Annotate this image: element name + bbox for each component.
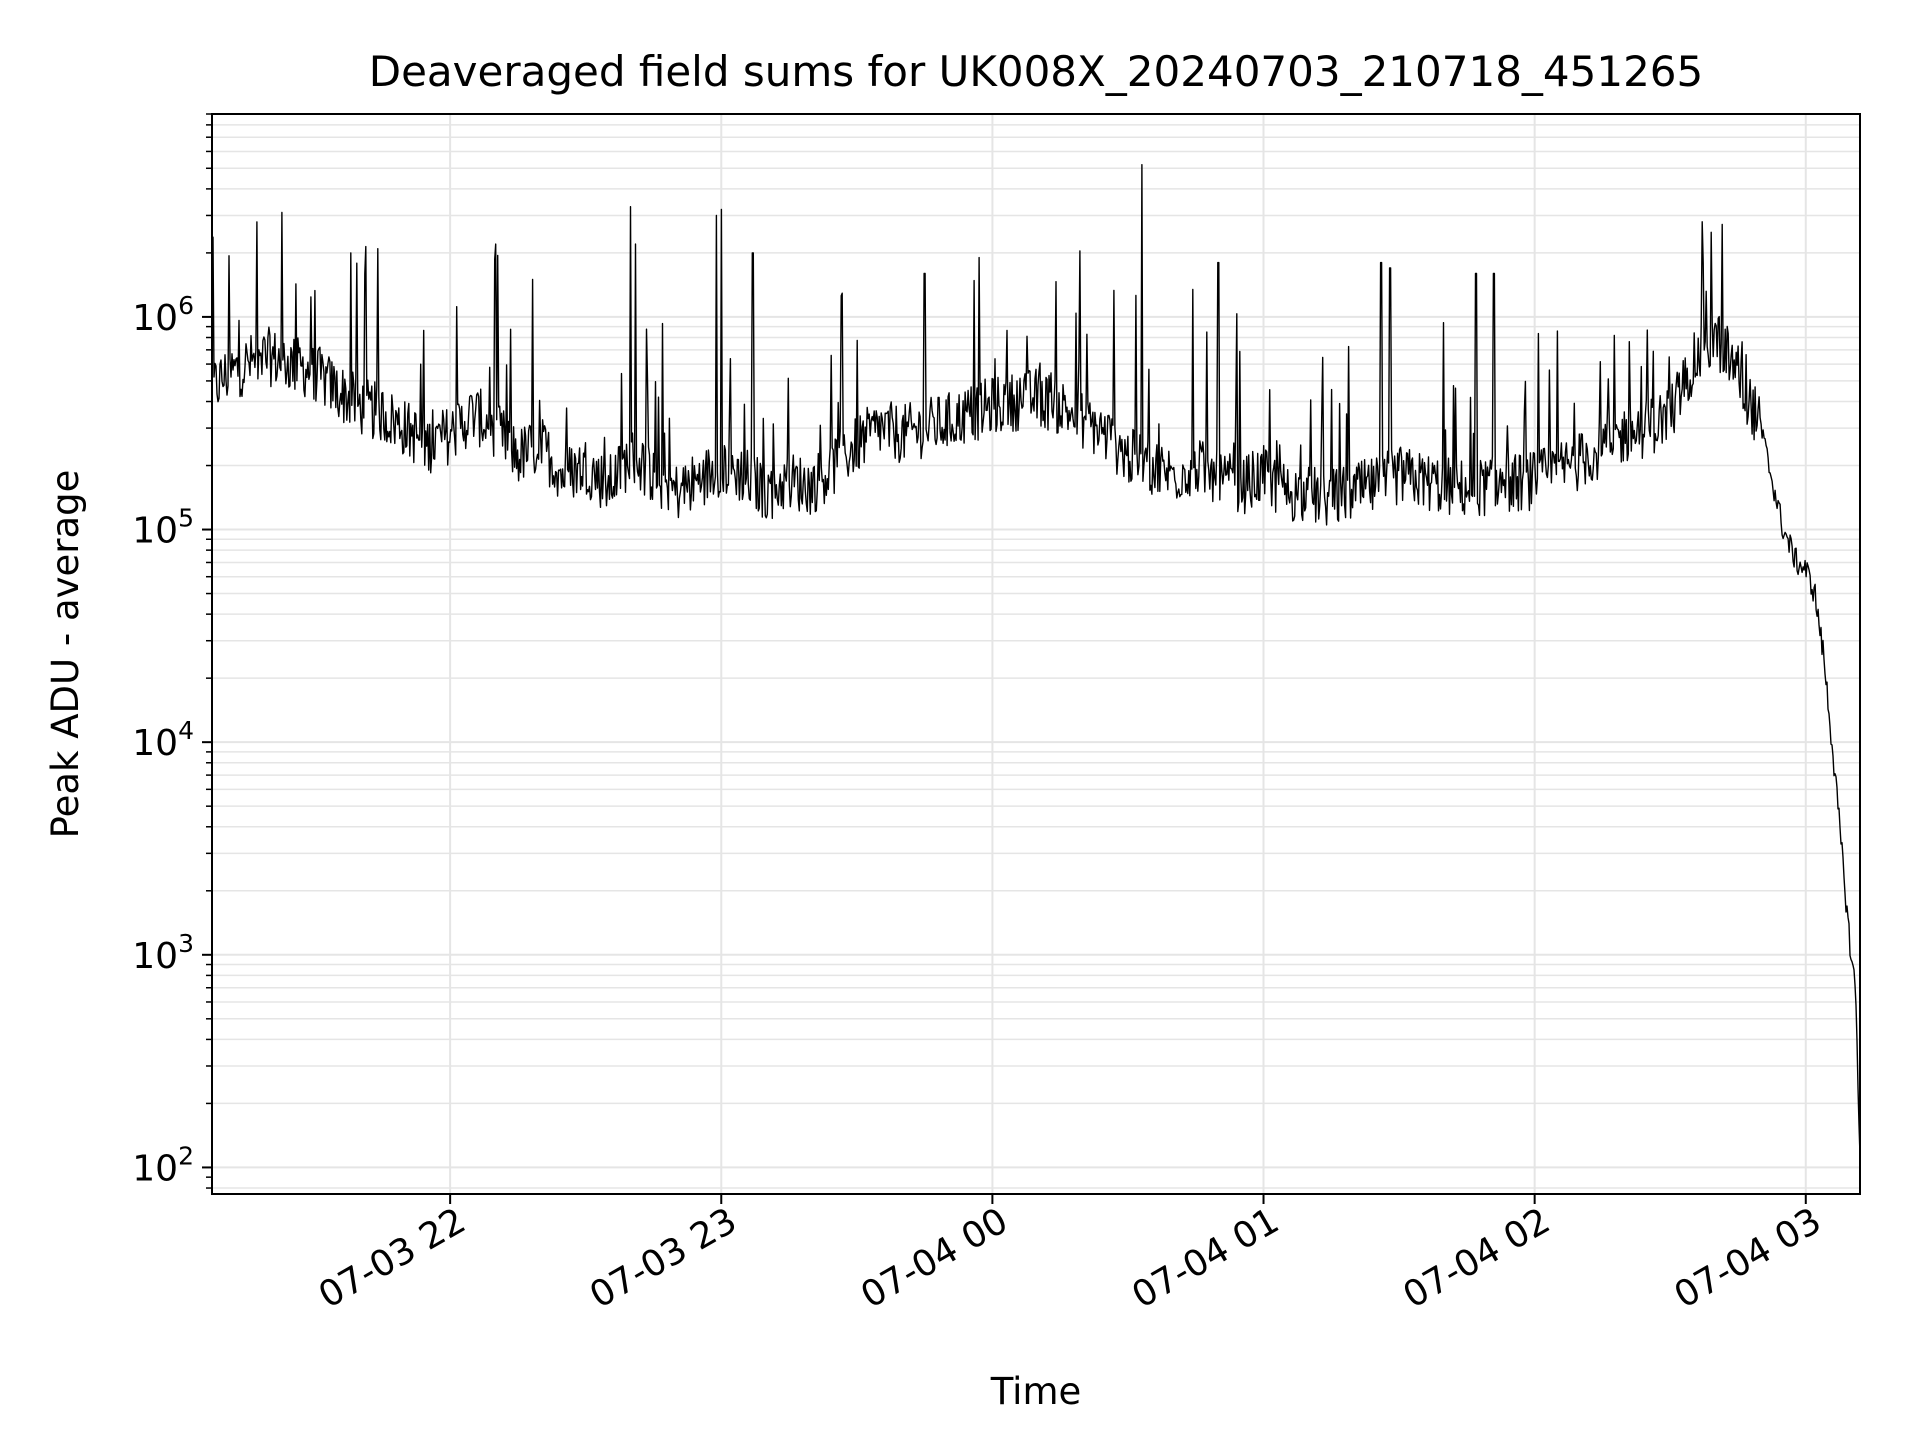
chart-title: Deaveraged field sums for UK008X_2024070… [369, 47, 1704, 96]
series-line [211, 164, 1861, 1156]
y-tick-label: 104 [132, 716, 194, 764]
y-tick-label: 102 [132, 1141, 194, 1189]
y-tick-label: 105 [132, 504, 194, 552]
y-axis: 102 103 104 105 106 [132, 113, 212, 1189]
y-axis-label: Peak ADU - average [44, 470, 87, 839]
y-tick-label: 103 [132, 929, 194, 977]
grid [212, 113, 1860, 1194]
plot-frame [211, 113, 1861, 1195]
y-tick-label: 106 [132, 291, 194, 339]
x-axis-label: Time [990, 1370, 1082, 1413]
